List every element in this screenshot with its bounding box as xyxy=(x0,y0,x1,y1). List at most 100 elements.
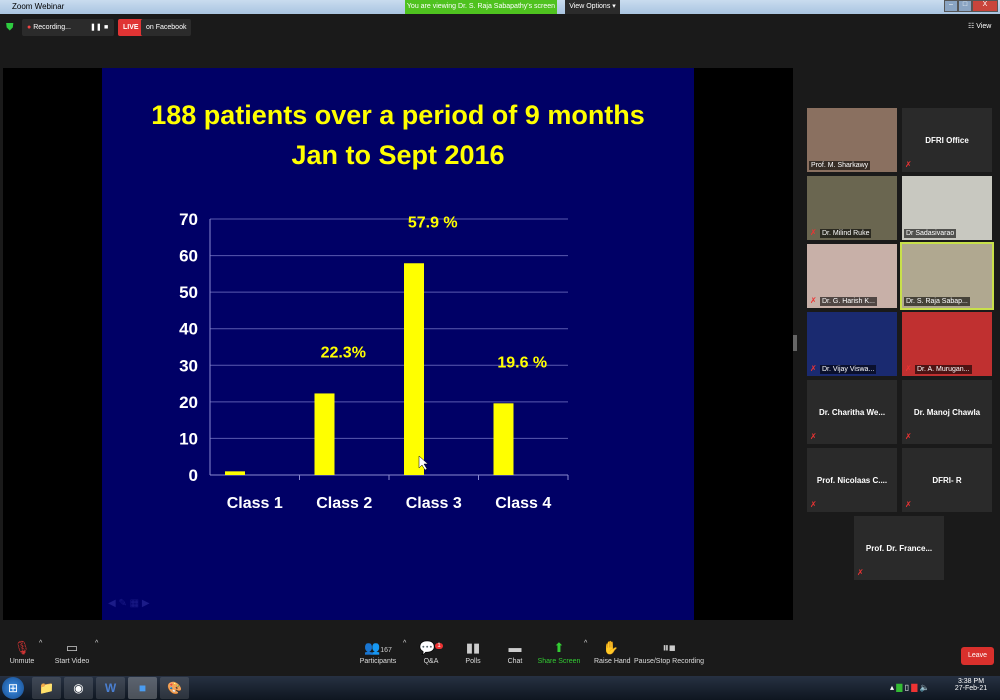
qa-icon: 💬 1 xyxy=(419,640,443,655)
view-label: View xyxy=(976,23,992,30)
participant-name: DFRI- R xyxy=(932,476,962,485)
view-options-label: View Options xyxy=(569,3,611,10)
muted-mic-icon: 🎙 xyxy=(13,640,31,655)
presentation-slide: 188 patients over a period of 9 months J… xyxy=(102,68,694,620)
qa-button[interactable]: 💬 1 Q&A xyxy=(418,640,444,665)
record-icon: ● xyxy=(27,24,32,31)
leave-button[interactable]: Leave xyxy=(961,647,994,665)
pause-stop-icon: ⏸⏹ xyxy=(662,640,676,655)
start-video-label: Start Video xyxy=(54,658,90,665)
participant-name: Dr. Charitha We... xyxy=(818,408,886,417)
participant-tile[interactable]: Prof. Nicolaas C.... ✗ xyxy=(807,448,897,512)
participant-tile[interactable]: DFRI Office ✗ xyxy=(902,108,992,172)
qa-label: Q&A xyxy=(423,658,439,665)
slide-nav-icons[interactable]: ◀ ✎ ▦ ▶ xyxy=(108,598,150,609)
participant-name: DFRI Office xyxy=(925,136,969,145)
view-options-button[interactable]: View Options ▾ xyxy=(565,0,620,14)
participant-name: Dr. G. Harish K... xyxy=(820,297,877,306)
shield-icon[interactable]: ⛊ xyxy=(6,22,14,33)
participant-tile[interactable]: DFRI- R ✗ xyxy=(902,448,992,512)
live-target[interactable]: on Facebook xyxy=(141,19,192,36)
participants-label: Participants xyxy=(359,658,397,665)
recording-label: Recording... xyxy=(33,24,71,31)
participant-name: Prof. Nicolaas C.... xyxy=(816,476,888,485)
start-video-button[interactable]: ▭ Start Video xyxy=(52,640,92,665)
muted-mic-icon: ✗ xyxy=(905,160,912,169)
word-taskbar-icon[interactable]: W xyxy=(96,677,125,699)
live-badge: LIVE xyxy=(118,19,144,36)
share-screen-button[interactable]: ⬆ Share Screen xyxy=(537,640,581,665)
participants-icon: 👥167 xyxy=(364,640,392,655)
polls-icon: ▮▮ xyxy=(465,640,481,655)
unmute-label: Unmute xyxy=(9,658,35,665)
polls-button[interactable]: ▮▮ Polls xyxy=(462,640,484,665)
muted-mic-icon: ✗ xyxy=(905,500,912,509)
hand-icon: ✋ xyxy=(602,640,620,655)
audio-options-caret[interactable]: ^ xyxy=(39,640,43,647)
grid-icon: ☷ xyxy=(968,23,975,30)
participant-tile[interactable]: Dr. A. Murugan... ✗ xyxy=(902,312,992,376)
recording-button-label: Pause/Stop Recording xyxy=(634,658,705,665)
zoom-taskbar-icon[interactable]: ■ xyxy=(128,677,157,699)
meeting-toolbar xyxy=(0,636,1000,676)
participant-tile[interactable]: Dr. Milind Ruke ✗ xyxy=(807,176,897,240)
qa-badge: 1 xyxy=(435,642,443,649)
chat-icon: ▬ xyxy=(508,640,522,655)
clock[interactable]: 3:38 PM 27-Feb-21 xyxy=(950,678,992,692)
splitter-handle[interactable] xyxy=(793,335,797,351)
recording-indicator: ● Recording... ❚❚ ■ xyxy=(22,19,114,36)
participant-name: Dr. S. Raja Sabap... xyxy=(904,297,970,306)
pause-stop-recording-button[interactable]: ⏸⏹ Pause/Stop Recording xyxy=(634,640,704,665)
muted-mic-icon: ✗ xyxy=(905,432,912,441)
raise-hand-button[interactable]: ✋ Raise Hand xyxy=(594,640,631,665)
viewing-banner: You are viewing Dr. S. Raja Sabapathy's … xyxy=(405,0,557,14)
close-button[interactable]: X xyxy=(972,0,998,12)
participant-name: Dr. A. Murugan... xyxy=(915,365,972,374)
chat-button[interactable]: ▬ Chat xyxy=(504,640,526,665)
participant-name: Dr Sadasivarao xyxy=(904,229,957,238)
stop-recording-icon[interactable]: ■ xyxy=(104,24,109,31)
participant-tile[interactable]: Prof. Dr. France... ✗ xyxy=(854,516,944,580)
share-screen-icon: ⬆ xyxy=(553,640,565,655)
slide-title-line1: 188 patients over a period of 9 months xyxy=(151,100,645,130)
participant-name: Dr. Milind Ruke xyxy=(820,229,872,238)
share-screen-label: Share Screen xyxy=(537,658,581,665)
start-button[interactable]: ⊞ xyxy=(2,677,24,699)
participant-name: Dr. Vijay Viswa... xyxy=(820,365,877,374)
explorer-taskbar-icon[interactable]: 📁 xyxy=(32,677,61,699)
clock-date: 27-Feb-21 xyxy=(954,685,988,692)
participant-tile[interactable]: Prof. M. Sharkawy xyxy=(807,108,897,172)
share-options-caret[interactable]: ^ xyxy=(584,640,588,647)
participant-tile[interactable]: Dr Sadasivarao xyxy=(902,176,992,240)
participant-tile[interactable]: Dr. Manoj Chawla ✗ xyxy=(902,380,992,444)
participants-button[interactable]: 👥167 Participants xyxy=(356,640,400,665)
participant-tile[interactable]: Dr. S. Raja Sabap... xyxy=(900,242,994,310)
paint-taskbar-icon[interactable]: 🎨 xyxy=(160,677,189,699)
pause-recording-icon[interactable]: ❚❚ xyxy=(90,24,102,31)
muted-mic-icon: ✗ xyxy=(810,432,817,441)
participant-tile[interactable]: Dr. Charitha We... ✗ xyxy=(807,380,897,444)
clock-time: 3:38 PM xyxy=(957,678,985,685)
tray-icons[interactable]: ▴ ▇ ▯ ▇ 🔈 xyxy=(890,683,930,692)
participant-tile[interactable]: Dr. Vijay Viswa... ✗ xyxy=(807,312,897,376)
minimize-button[interactable]: – xyxy=(944,0,958,12)
participant-tile[interactable]: Dr. G. Harish K... ✗ xyxy=(807,244,897,308)
video-options-caret[interactable]: ^ xyxy=(95,640,99,647)
polls-label: Polls xyxy=(465,658,481,665)
muted-mic-icon: ✗ xyxy=(810,500,817,509)
participant-name: Dr. Manoj Chawla xyxy=(913,408,981,417)
view-button[interactable]: ☷ View xyxy=(968,22,991,30)
slide-title-line2: Jan to Sept 2016 xyxy=(291,140,505,170)
unmute-button[interactable]: 🎙 Unmute xyxy=(6,640,38,665)
muted-mic-icon: ✗ xyxy=(810,228,817,237)
muted-mic-icon: ✗ xyxy=(857,568,864,577)
muted-mic-icon: ✗ xyxy=(905,364,912,373)
window-title: Zoom Webinar xyxy=(12,2,65,11)
participant-count: 167 xyxy=(380,647,392,654)
chrome-taskbar-icon[interactable]: ◉ xyxy=(64,677,93,699)
participants-caret[interactable]: ^ xyxy=(403,640,407,647)
raise-hand-label: Raise Hand xyxy=(594,658,631,665)
chat-label: Chat xyxy=(507,658,523,665)
maximize-button[interactable]: □ xyxy=(958,0,972,12)
participant-name: Prof. Dr. France... xyxy=(865,544,933,553)
